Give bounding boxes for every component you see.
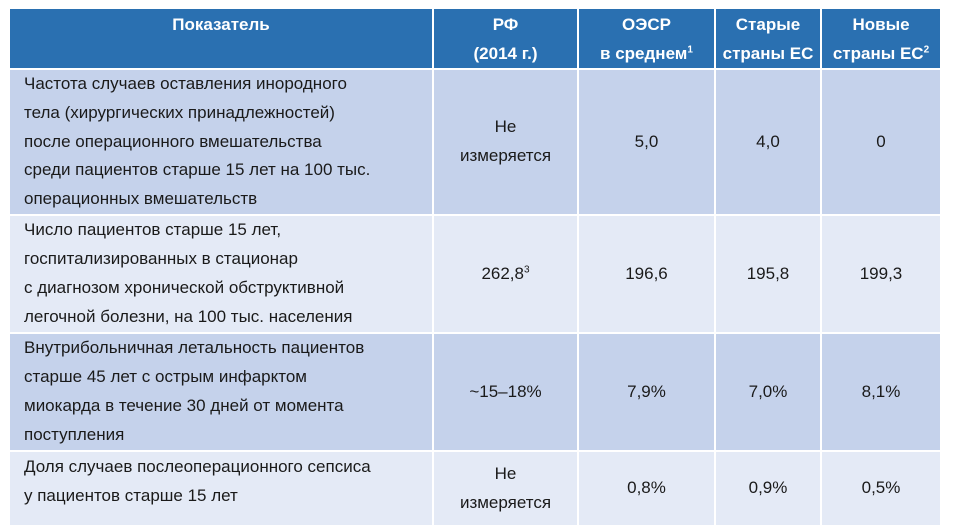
cell-oecd: 0,8% — [578, 451, 716, 527]
column-header-rf: РФ (2014 г.) — [433, 9, 579, 70]
cell-old-eu: 195,8 — [715, 215, 822, 334]
cell-rf: Не измеряется — [433, 69, 579, 216]
cell-indicator: Число пациентов старше 15 лет, госпитали… — [10, 215, 434, 334]
footnote-marker: 3 — [523, 263, 530, 275]
cell-new-eu: 199,3 — [821, 215, 940, 334]
table-row: Число пациентов старше 15 лет, госпитали… — [10, 215, 940, 334]
column-header-indicator: Показатель — [10, 9, 434, 70]
cell-indicator: Частота случаев оставления инородного те… — [10, 69, 434, 216]
comparison-table: Показатель РФ (2014 г.) ОЭСР в среднем1 … — [10, 9, 940, 527]
cell-oecd: 196,6 — [578, 215, 716, 334]
footnote-marker: 2 — [923, 43, 930, 55]
cell-old-eu: 0,9% — [715, 451, 822, 527]
cell-old-eu: 7,0% — [715, 333, 822, 452]
cell-rf: Не измеряется — [433, 451, 579, 527]
comparison-table-container: Показатель РФ (2014 г.) ОЭСР в среднем1 … — [10, 9, 940, 527]
table-row: Частота случаев оставления инородного те… — [10, 69, 940, 216]
table-row: Доля случаев послеоперационного сепсиса … — [10, 451, 940, 527]
column-header-new-eu: Новые страны ЕС2 — [821, 9, 940, 70]
cell-new-eu: 0,5% — [821, 451, 940, 527]
cell-new-eu: 0 — [821, 69, 940, 216]
column-header-oecd: ОЭСР в среднем1 — [578, 9, 716, 70]
table-header-row: Показатель РФ (2014 г.) ОЭСР в среднем1 … — [10, 9, 940, 70]
cell-old-eu: 4,0 — [715, 69, 822, 216]
column-header-old-eu: Старые страны ЕС — [715, 9, 822, 70]
table-row: Внутрибольничная летальность пациентов с… — [10, 333, 940, 452]
cell-oecd: 5,0 — [578, 69, 716, 216]
cell-new-eu: 8,1% — [821, 333, 940, 452]
cell-indicator: Доля случаев послеоперационного сепсиса … — [10, 451, 434, 527]
cell-oecd: 7,9% — [578, 333, 716, 452]
footnote-marker: 1 — [687, 43, 693, 55]
cell-indicator: Внутрибольничная летальность пациентов с… — [10, 333, 434, 452]
cell-rf: 262,83 — [433, 215, 579, 334]
cell-rf: ~15–18% — [433, 333, 579, 452]
